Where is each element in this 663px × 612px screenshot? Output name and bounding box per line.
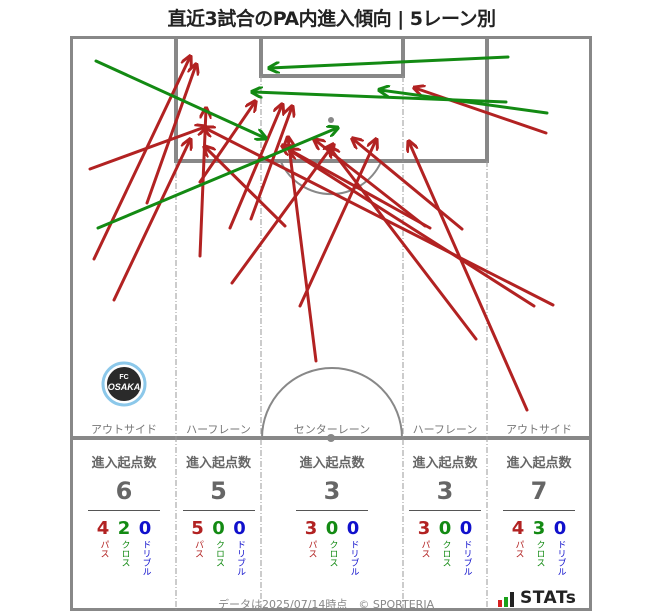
entries-heading: 進入起点数	[185, 456, 251, 471]
cross-arrow	[96, 128, 337, 230]
pass-arrow	[288, 138, 318, 363]
lane-stats-left-outside: 進入起点数 6 4 パス 2 クロス 0 ドリブル	[72, 452, 176, 576]
pass-arrow	[198, 102, 255, 184]
cross-count: 0	[325, 518, 339, 539]
entries-heading: 進入起点数	[299, 456, 365, 471]
dribble-label: ドリブル	[140, 540, 151, 576]
penalty-spot	[328, 117, 334, 123]
dribble-count: 0	[138, 518, 152, 539]
logo-bar-icon	[498, 600, 502, 607]
cross-label: クロス	[214, 540, 224, 567]
pass-label: パス	[306, 540, 317, 558]
pass-count: 4	[96, 518, 110, 539]
entries-total: 3	[323, 477, 341, 505]
pass-arrow	[283, 146, 536, 308]
lane-stats-right-half: 進入起点数 3 3 パス 0 クロス 0 ドリブル	[403, 452, 487, 576]
logo-bar-icon	[504, 597, 508, 607]
penalty-area	[174, 38, 489, 163]
penalty-arc	[280, 161, 382, 196]
pass-arrow	[315, 140, 427, 228]
dribble-count: 0	[346, 518, 360, 539]
pass-label: パス	[513, 540, 524, 558]
pass-arrow	[290, 150, 432, 230]
pass-label: パス	[193, 540, 203, 558]
pitch-outline	[70, 36, 592, 611]
entries-heading: 進入起点数	[412, 456, 478, 471]
cross-count: 3	[532, 518, 546, 539]
pass-count: 4	[511, 518, 525, 539]
divider	[503, 510, 575, 511]
pass-arrow	[330, 148, 478, 341]
cross-count: 2	[117, 518, 131, 539]
center-circle	[261, 367, 403, 439]
dribble-count: 0	[553, 518, 567, 539]
divider	[88, 510, 160, 511]
dribble-count: 0	[459, 518, 473, 539]
svg-text:OSAKA: OSAKA	[108, 382, 141, 392]
chart-title: 直近3試合のPA内進入傾向 | 5レーン別	[167, 8, 496, 30]
pass-arrow	[205, 147, 287, 228]
cross-arrow	[94, 59, 265, 138]
cross-label: クロス	[119, 540, 130, 567]
cross-label: クロス	[534, 540, 545, 567]
entries-heading: 進入起点数	[506, 456, 572, 471]
dribble-label: ドリブル	[461, 540, 472, 576]
pass-count: 3	[417, 518, 431, 539]
lane-label-left-half: ハーフレーン	[186, 423, 251, 436]
dribble-label: ドリブル	[555, 540, 566, 576]
entries-total: 3	[436, 477, 454, 505]
cross-arrow	[270, 55, 510, 68]
lane-label-right-half: ハーフレーン	[412, 423, 478, 436]
stats-logo: STATs	[498, 589, 576, 607]
divider	[296, 510, 368, 511]
stats-brand-text: STATs	[520, 588, 577, 608]
entries-total: 7	[530, 477, 548, 505]
cross-arrow	[253, 92, 508, 104]
svg-text:FC: FC	[119, 374, 128, 381]
lane-label-center: センターレーン	[293, 423, 371, 436]
lane-stats-center: 進入起点数 3 3 パス 0 クロス 0 ドリブル	[261, 452, 403, 576]
lane-label-left-outside: アウトサイド	[91, 423, 157, 436]
pass-arrow	[409, 142, 529, 412]
pass-arrow	[112, 140, 190, 302]
dribble-label: ドリブル	[235, 540, 245, 576]
pass-arrow	[228, 105, 282, 230]
divider	[182, 510, 255, 511]
logo-bar-icon	[510, 592, 514, 607]
pass-label: パス	[419, 540, 430, 558]
cross-arrow	[380, 90, 549, 115]
entries-total: 6	[115, 477, 133, 505]
lane-stats-right-outside: 進入起点数 7 4 パス 3 クロス 0 ドリブル	[487, 452, 591, 576]
pass-label: パス	[98, 540, 109, 558]
dribble-label: ドリブル	[348, 540, 359, 576]
pass-arrow	[298, 140, 376, 308]
team-badge-icon: FC OSAKA	[101, 361, 147, 407]
dribble-count: 0	[233, 518, 246, 539]
cross-label: クロス	[327, 540, 338, 567]
pass-arrow	[353, 139, 464, 231]
pass-arrow	[88, 127, 205, 171]
divider	[409, 510, 481, 511]
pass-arrow	[92, 57, 190, 261]
goal-area	[259, 38, 405, 78]
pass-arrow	[205, 128, 555, 307]
pass-arrow	[415, 88, 548, 135]
cross-label: クロス	[440, 540, 451, 567]
lane-stats-left-half: 進入起点数 5 5 パス 0 クロス 0 ドリブル	[176, 452, 261, 576]
pass-count: 5	[191, 518, 204, 539]
pass-count: 3	[304, 518, 318, 539]
pass-arrow	[145, 65, 196, 205]
cross-count: 0	[212, 518, 225, 539]
cross-count: 0	[438, 518, 452, 539]
entries-heading: 進入起点数	[91, 456, 157, 471]
entries-total: 5	[210, 477, 227, 505]
data-date-footer: データは2025/07/14時点 © SPORTERIA	[218, 598, 435, 611]
center-spot	[327, 434, 335, 442]
lane-label-right-outside: アウトサイド	[506, 423, 572, 436]
